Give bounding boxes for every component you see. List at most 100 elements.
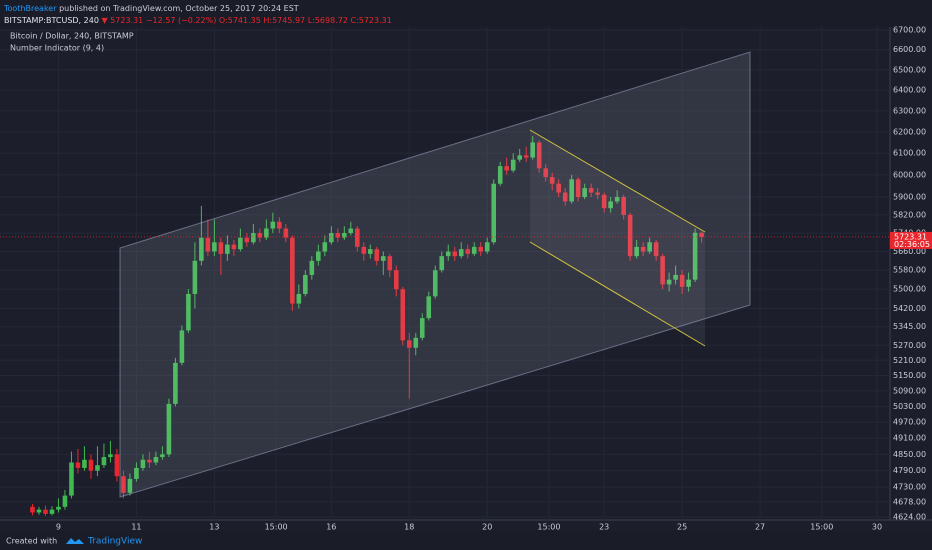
candle-body	[666, 279, 672, 285]
ohlc: O:5741.35 H:5745.97 L:5698.72 C:5723.31	[219, 16, 392, 25]
candle-body	[127, 478, 133, 493]
candle-body	[147, 459, 152, 463]
x-tick-label: 15:00	[810, 523, 833, 532]
y-tick-label: 6000.00	[893, 170, 926, 179]
candle-body	[283, 228, 289, 238]
chart-subtitle: Number Indicator (9, 4)	[10, 44, 104, 53]
candle-body	[634, 246, 639, 257]
candle-body	[316, 251, 321, 261]
header-bar	[0, 0, 932, 27]
footer-brand[interactable]: TradingView	[87, 537, 142, 547]
candle-body	[322, 242, 328, 252]
y-tick-label: 5030.00	[893, 402, 926, 411]
candle-body	[387, 256, 393, 271]
trend-line	[529, 129, 706, 233]
candle-body	[56, 506, 61, 510]
candle-body	[549, 177, 555, 184]
candle-body	[257, 233, 263, 238]
candle-body	[30, 506, 35, 513]
candle-body	[218, 242, 224, 254]
y-tick-label: 5580.00	[893, 266, 926, 275]
candle-body	[244, 237, 250, 243]
candle-body	[510, 159, 516, 171]
candle-body	[523, 155, 529, 158]
candle-body	[517, 155, 523, 160]
candle-body	[478, 246, 484, 252]
candle-body	[361, 246, 367, 254]
change: −12.57 (−0.22%)	[146, 16, 217, 25]
candle-body	[406, 340, 412, 348]
logo	[66, 538, 84, 544]
candle-body	[400, 289, 406, 341]
x-tick-label: 9	[56, 523, 61, 532]
y-tick-label: 4970.00	[893, 418, 926, 427]
candle-body	[354, 228, 360, 247]
candle-body	[432, 270, 438, 297]
candle-body	[290, 237, 295, 304]
candle-body	[212, 242, 217, 252]
arrow: ▼	[101, 16, 108, 25]
candle-body	[458, 249, 464, 257]
y-tick-label: 4678.00	[893, 497, 926, 506]
candle-body	[121, 476, 126, 493]
y-tick-label: 5500.00	[893, 285, 926, 294]
y-tick-label: 4850.00	[893, 450, 926, 459]
trend-line	[529, 241, 706, 347]
x-tick-label: 15:00	[537, 523, 560, 532]
candle-body	[367, 249, 373, 254]
candle-body	[309, 260, 315, 275]
candle-body	[484, 242, 490, 252]
symbol: BITSTAMP:BTCUSD, 240	[4, 16, 99, 25]
y-tick-label: 4790.00	[893, 466, 926, 475]
candle-body	[166, 403, 172, 455]
y-tick-label: 5345.00	[893, 322, 926, 331]
candle-body	[536, 142, 542, 169]
candle-body	[62, 495, 68, 507]
candle-body	[380, 256, 386, 261]
candle-body	[419, 318, 425, 338]
candle-body	[601, 194, 607, 209]
candle-body	[413, 337, 419, 348]
x-tick-label: 15:00	[265, 523, 288, 532]
candle-body	[186, 293, 191, 331]
candle-body	[465, 249, 471, 254]
y-tick-label: 4910.00	[893, 434, 926, 443]
candle-body	[452, 251, 458, 257]
y-tick-label: 4624.00	[893, 513, 926, 522]
candle-body	[692, 232, 698, 280]
candle-body	[75, 462, 81, 468]
candle-body	[231, 244, 237, 250]
header-line: ToothBreaker published on TradingView.co…	[3, 4, 299, 13]
candle-body	[264, 228, 269, 238]
y-tick-label: 6400.00	[893, 86, 926, 95]
candle-body	[49, 509, 55, 514]
y-tick-label: 4730.00	[893, 483, 926, 492]
candle-body	[153, 457, 159, 463]
candle-body	[569, 179, 574, 202]
candle-body	[530, 142, 536, 158]
candle-body	[699, 232, 704, 237]
candle-body	[543, 168, 548, 178]
candle-body	[238, 237, 243, 250]
candle-body	[595, 192, 600, 195]
candle-body	[491, 183, 497, 243]
candle-body	[627, 214, 633, 257]
author[interactable]: ToothBreaker	[3, 4, 57, 13]
candle-body	[95, 465, 100, 471]
chart-title: Bitcoin / Dollar, 240, BITSTAMP	[10, 32, 134, 41]
candle-body	[445, 251, 451, 257]
candle-body	[686, 279, 691, 287]
candle-body	[108, 454, 113, 458]
candle-body	[621, 196, 626, 215]
candle-body	[608, 201, 613, 209]
channel	[119, 51, 751, 498]
candle-body	[342, 233, 347, 238]
candle-body	[205, 237, 211, 252]
x-tick-label: 25	[677, 523, 687, 532]
candle-body	[640, 246, 646, 252]
candle-body	[329, 233, 334, 243]
candle-body	[270, 221, 276, 229]
candle-body	[647, 242, 652, 252]
candle-body	[225, 244, 230, 254]
